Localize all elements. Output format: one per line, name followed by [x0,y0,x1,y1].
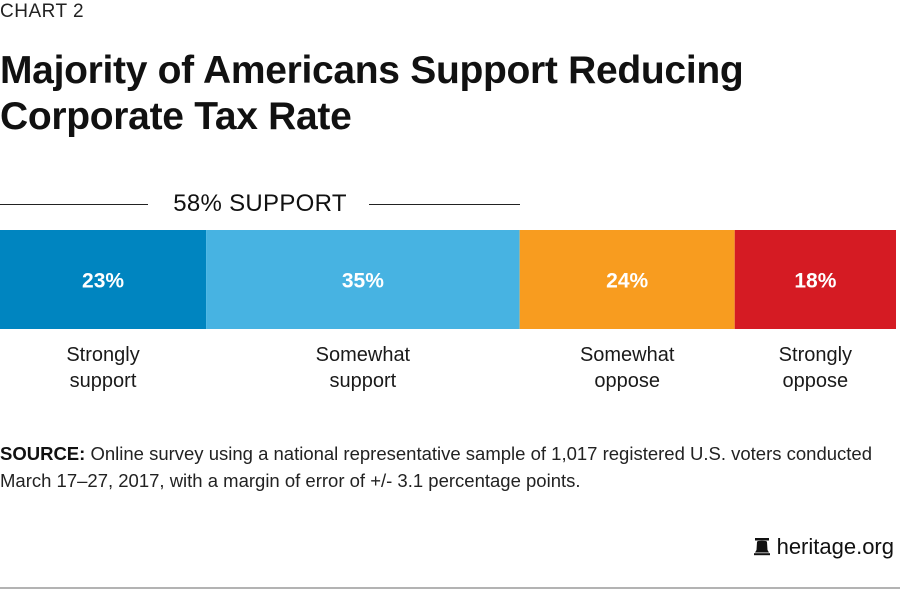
category-label: Somewhat [580,344,675,366]
bracket-rule-left [0,204,148,205]
bar-segment-somewhat-oppose [519,230,735,329]
bar-segment-somewhat-support [206,230,520,329]
bar-segment-strongly-support [0,230,207,329]
category-label: support [330,370,397,392]
category-label: Strongly [66,344,139,366]
chart-kicker: CHART 2 [0,1,85,22]
bracket-rule-right [369,204,520,205]
brand: heritage.org [753,534,894,560]
chart-title: Majority of Americans Support Reducing C… [0,49,744,138]
category-label: Strongly [779,344,852,366]
source-text: Online survey using a national represent… [0,443,873,491]
bar-segment-strongly-oppose [734,230,896,329]
data-label: 35% [342,270,384,293]
bottom-rule [0,587,900,589]
category-label: support [70,370,137,392]
source-note: SOURCE: Online survey using a national r… [0,440,880,494]
stacked-bar-chart: 23% Strongly support 35% Somewhat support 24% S… [0,230,896,392]
data-label: 18% [794,270,836,293]
brand-url: heritage.org [776,534,894,559]
support-bracket: 58% SUPPORT [0,190,520,220]
category-label: oppose [783,370,849,392]
support-annotation: 58% SUPPORT [173,190,347,217]
category-label: oppose [594,370,660,392]
data-label: 23% [82,270,124,293]
liberty-bell-icon [753,538,770,556]
category-label: Somewhat [316,344,411,366]
data-label: 24% [606,270,648,293]
source-label: SOURCE: [0,443,86,464]
